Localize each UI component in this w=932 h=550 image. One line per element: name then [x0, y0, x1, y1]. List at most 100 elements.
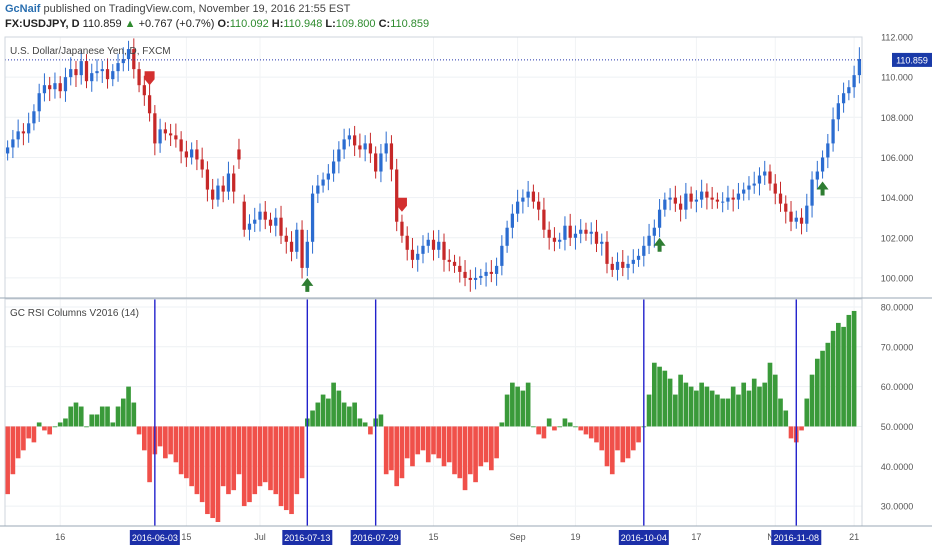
rsi-column[interactable]	[231, 426, 237, 491]
candle[interactable]	[615, 252, 620, 281]
rsi-column[interactable]	[778, 398, 783, 427]
rsi-column[interactable]	[341, 402, 347, 427]
rsi-column[interactable]	[783, 410, 789, 427]
candle[interactable]	[347, 128, 352, 147]
candle[interactable]	[642, 236, 646, 267]
candle[interactable]	[479, 268, 483, 285]
candle[interactable]	[437, 229, 441, 259]
rsi-column[interactable]	[667, 378, 673, 427]
candle[interactable]	[715, 192, 720, 209]
candle[interactable]	[721, 192, 725, 213]
candle[interactable]	[705, 183, 709, 210]
candle[interactable]	[563, 216, 567, 251]
rsi-column[interactable]	[688, 386, 694, 427]
rsi-column[interactable]	[499, 422, 505, 427]
rsi-column[interactable]	[425, 426, 431, 463]
rsi-column[interactable]	[99, 406, 105, 427]
candle[interactable]	[847, 80, 851, 101]
rsi-column[interactable]	[536, 426, 541, 435]
rsi-column[interactable]	[851, 310, 857, 427]
candle[interactable]	[584, 222, 588, 241]
candle[interactable]	[37, 83, 41, 122]
rsi-column[interactable]	[15, 426, 21, 459]
candle[interactable]	[258, 203, 262, 232]
rsi-column[interactable]	[620, 426, 626, 463]
rsi-column[interactable]	[268, 426, 273, 491]
candle[interactable]	[805, 193, 809, 232]
rsi-column[interactable]	[588, 426, 594, 439]
rsi-column[interactable]	[289, 426, 294, 515]
rsi-column[interactable]	[604, 426, 610, 467]
rsi-column[interactable]	[841, 326, 846, 427]
candle[interactable]	[489, 260, 493, 283]
rsi-column[interactable]	[799, 426, 804, 431]
candle[interactable]	[284, 227, 288, 254]
candle[interactable]	[400, 214, 404, 243]
candle[interactable]	[726, 185, 730, 210]
candle[interactable]	[326, 164, 330, 191]
rsi-column[interactable]	[131, 402, 137, 427]
rsi-column[interactable]	[383, 426, 389, 475]
rsi-column[interactable]	[278, 426, 284, 507]
rsi-column[interactable]	[94, 414, 100, 427]
rsi-column[interactable]	[241, 426, 247, 507]
candle[interactable]	[100, 60, 104, 83]
rsi-column[interactable]	[368, 426, 373, 435]
candle[interactable]	[321, 172, 325, 193]
rsi-column[interactable]	[720, 398, 726, 427]
candle[interactable]	[337, 141, 341, 174]
rsi-column[interactable]	[725, 398, 731, 427]
candle[interactable]	[147, 83, 152, 122]
candle[interactable]	[463, 260, 467, 287]
candle[interactable]	[600, 233, 604, 256]
candle[interactable]	[253, 207, 257, 232]
rsi-column[interactable]	[283, 426, 289, 511]
rsi-column[interactable]	[184, 426, 189, 479]
candle[interactable]	[295, 222, 299, 259]
candle[interactable]	[789, 201, 793, 232]
rsi-column[interactable]	[557, 426, 563, 428]
candle[interactable]	[421, 235, 425, 264]
candle[interactable]	[237, 138, 241, 169]
rsi-column[interactable]	[636, 426, 641, 443]
rsi-column[interactable]	[630, 426, 636, 451]
candle[interactable]	[594, 219, 599, 253]
candle[interactable]	[663, 192, 667, 217]
candle[interactable]	[410, 237, 415, 269]
candle[interactable]	[468, 269, 472, 292]
rsi-column[interactable]	[21, 426, 26, 451]
rsi-column[interactable]	[651, 362, 657, 427]
rsi-column[interactable]	[163, 426, 168, 459]
candle[interactable]	[263, 201, 267, 230]
rsi-column[interactable]	[415, 426, 421, 455]
rsi-column[interactable]	[673, 394, 678, 427]
candle[interactable]	[168, 123, 173, 147]
candle[interactable]	[163, 122, 167, 141]
rsi-column[interactable]	[336, 390, 342, 427]
rsi-column[interactable]	[452, 426, 457, 475]
rsi-column[interactable]	[704, 386, 710, 427]
rsi-column[interactable]	[830, 330, 836, 427]
rsi-column[interactable]	[646, 394, 652, 427]
candle[interactable]	[494, 257, 499, 286]
candle[interactable]	[32, 104, 36, 131]
rsi-column[interactable]	[462, 426, 468, 491]
rsi-column[interactable]	[362, 422, 368, 427]
rsi-column[interactable]	[746, 390, 752, 427]
candle[interactable]	[500, 235, 504, 276]
candle[interactable]	[526, 180, 530, 208]
rsi-column[interactable]	[483, 426, 489, 463]
candle[interactable]	[484, 262, 488, 287]
rsi-column[interactable]	[473, 426, 478, 483]
candle[interactable]	[447, 249, 451, 272]
candle[interactable]	[505, 220, 509, 253]
rsi-column[interactable]	[531, 426, 536, 428]
rsi-column[interactable]	[273, 426, 279, 495]
candle[interactable]	[142, 75, 146, 106]
candle[interactable]	[331, 149, 336, 182]
rsi-column[interactable]	[709, 390, 715, 427]
rsi-column[interactable]	[541, 426, 547, 439]
rsi-column[interactable]	[515, 386, 520, 427]
rsi-column[interactable]	[583, 426, 589, 435]
candle[interactable]	[768, 164, 772, 191]
